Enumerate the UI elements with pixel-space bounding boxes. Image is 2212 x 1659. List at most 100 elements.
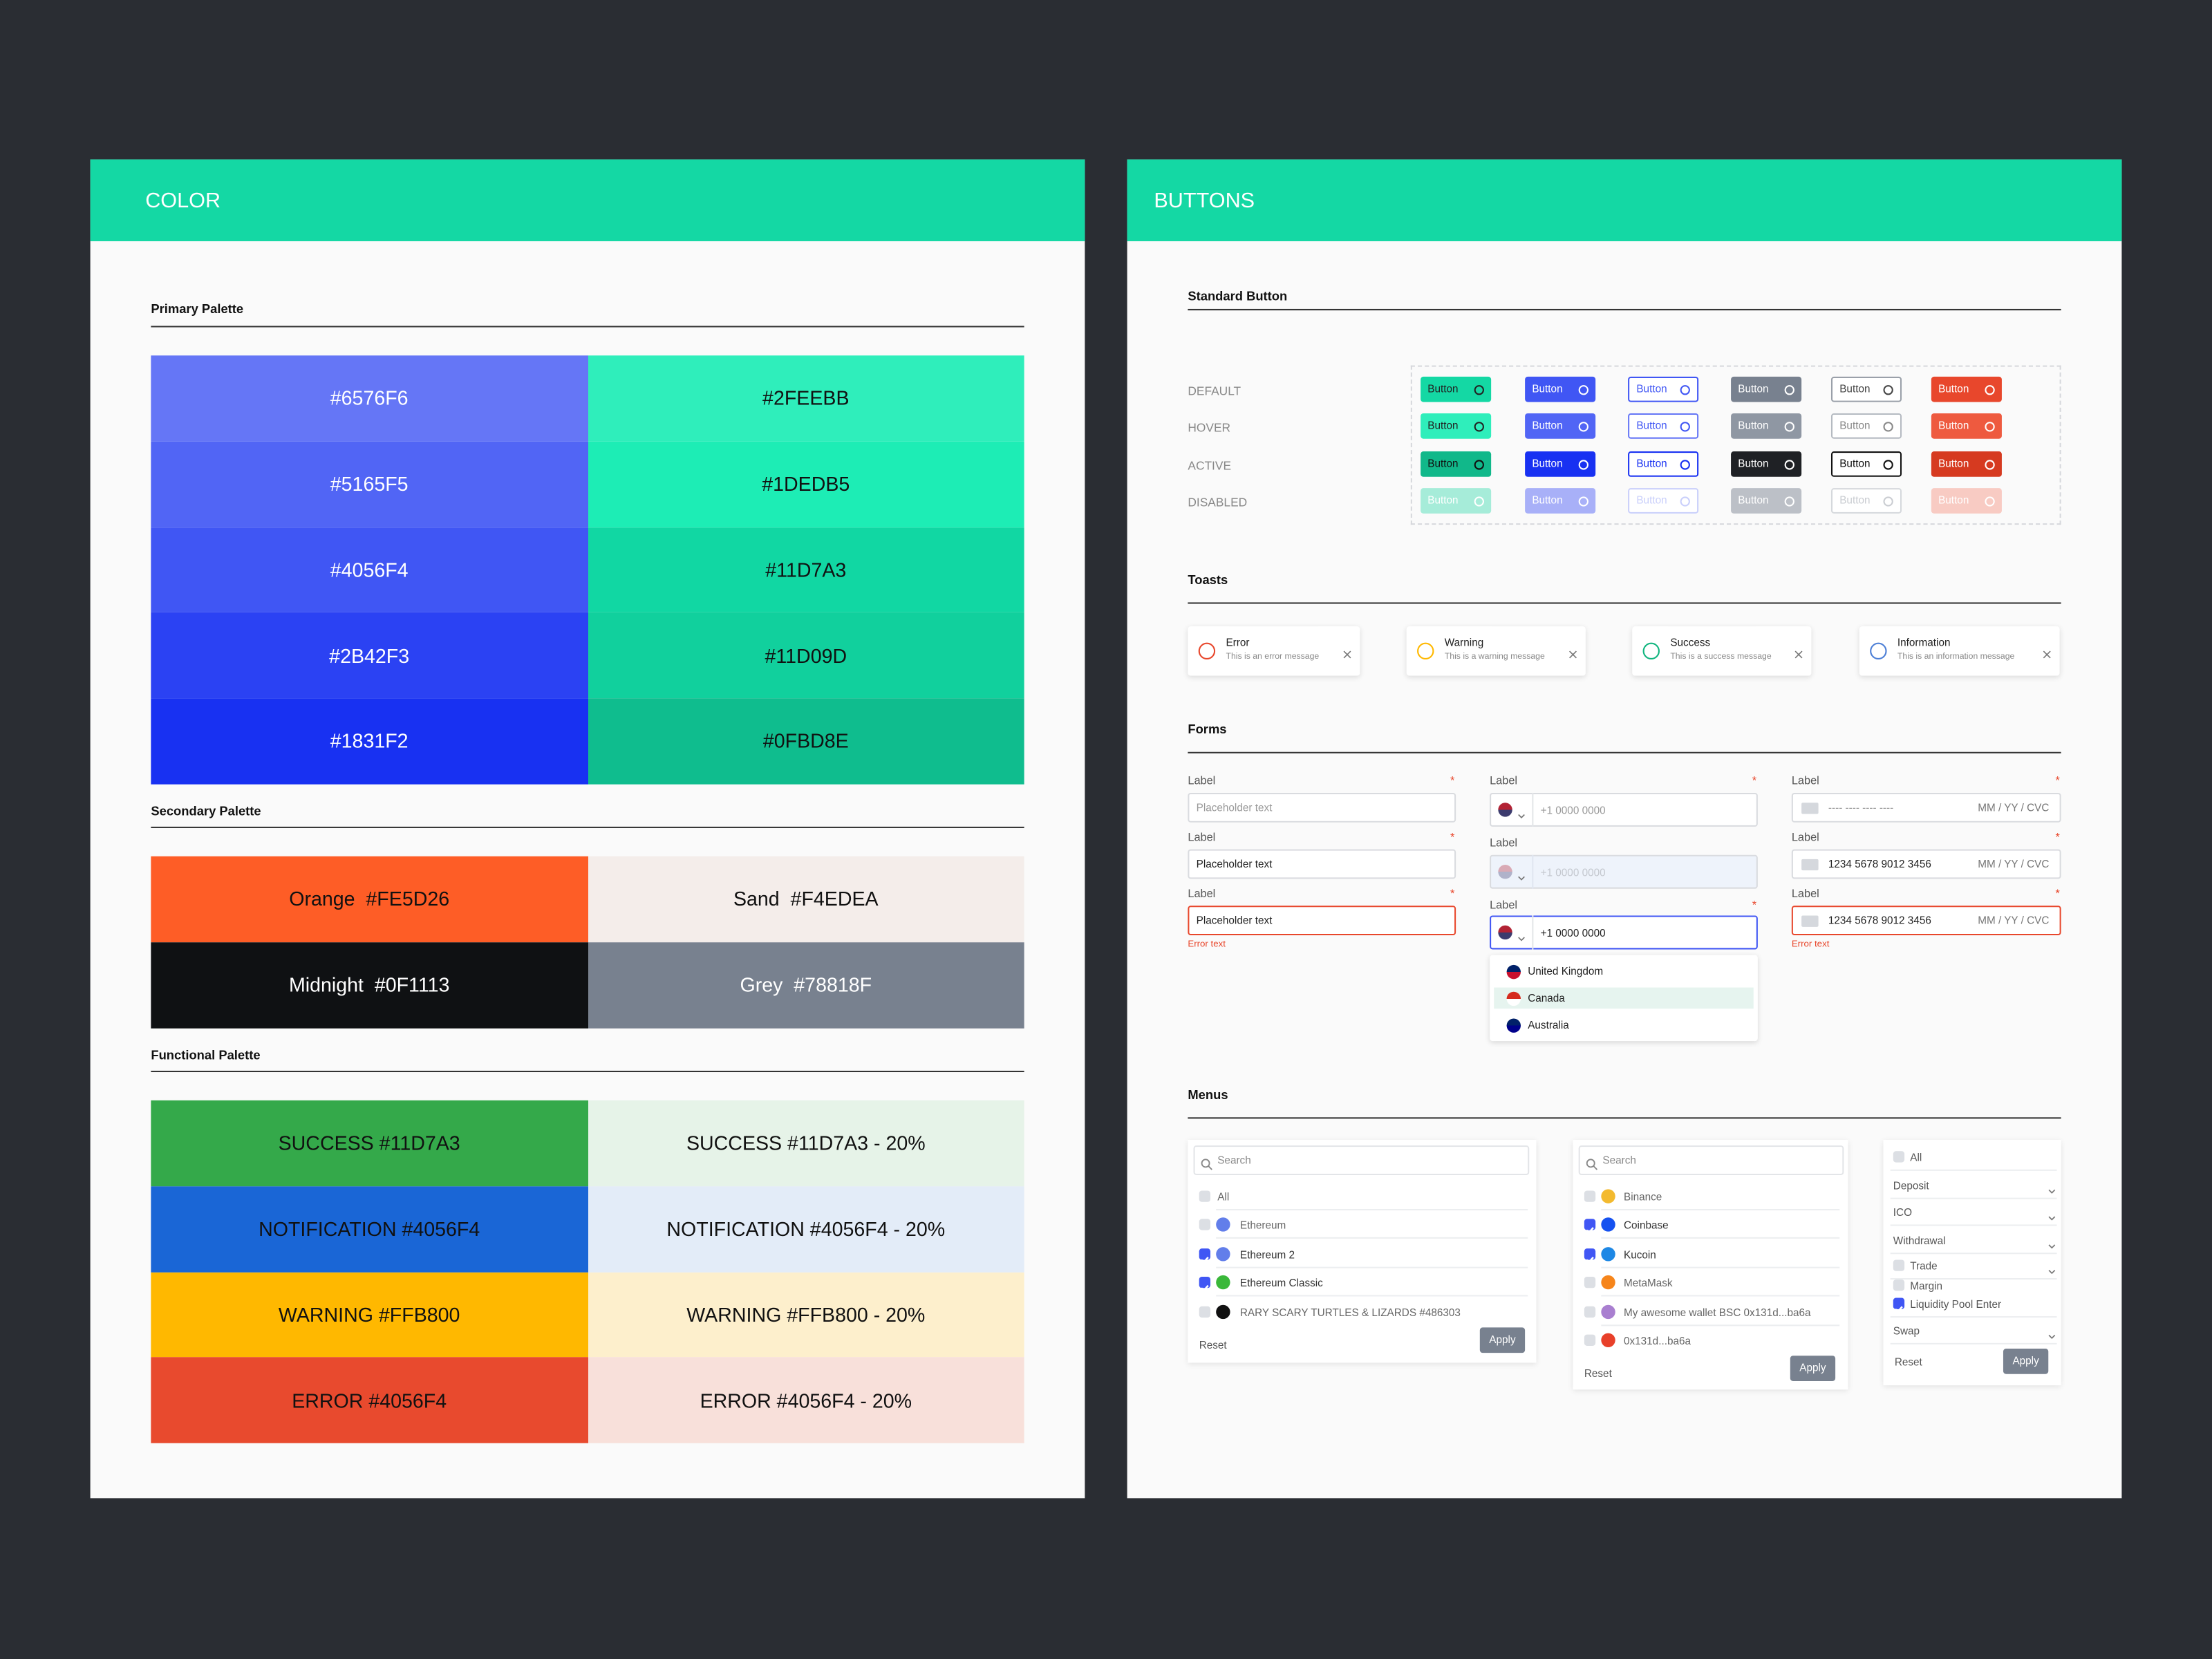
- search-input[interactable]: [1193, 1145, 1530, 1175]
- country-select[interactable]: [1490, 854, 1534, 889]
- input[interactable]: [1791, 792, 2061, 823]
- filter-item[interactable]: All: [1910, 1151, 1922, 1164]
- checkbox[interactable]: [1199, 1219, 1211, 1230]
- button[interactable]: Button: [1931, 488, 2002, 514]
- checkbox[interactable]: [1584, 1248, 1596, 1264]
- button[interactable]: Button: [1628, 376, 1699, 402]
- toast-close[interactable]: [2041, 644, 2052, 659]
- button[interactable]: Button: [1931, 451, 2002, 477]
- apply-button[interactable]: Apply: [1790, 1356, 1836, 1381]
- reset-link[interactable]: Reset: [1894, 1356, 1922, 1369]
- button-icon: [1474, 421, 1484, 431]
- search-icon-svg: [1586, 1159, 1598, 1170]
- filter-item[interactable]: Trade: [1910, 1259, 1938, 1273]
- color-swatch: #1831F2: [151, 698, 588, 785]
- button[interactable]: Button: [1421, 451, 1492, 477]
- menu-item[interactable]: Coinbase: [1623, 1219, 1669, 1232]
- filter-item[interactable]: Swap: [1893, 1324, 1920, 1338]
- toast-close[interactable]: [1567, 644, 1578, 659]
- button-icon: [1578, 459, 1588, 469]
- checkbox[interactable]: [1199, 1276, 1211, 1292]
- checkbox[interactable]: [1893, 1151, 1905, 1163]
- filter-item[interactable]: Margin: [1910, 1280, 1943, 1293]
- filter-item[interactable]: Liquidity Pool Enter: [1910, 1297, 2002, 1311]
- menu-item[interactable]: RARY SCARY TURTLES & LIZARDS #486303: [1239, 1306, 1461, 1320]
- input[interactable]: [1791, 849, 2061, 879]
- button-label: Button: [1938, 494, 1969, 507]
- input[interactable]: [1490, 854, 1758, 889]
- section-heading: Standard Button: [1188, 289, 1288, 303]
- input[interactable]: [1791, 906, 2061, 936]
- button-label: Button: [1938, 419, 1969, 432]
- checkbox[interactable]: [1584, 1219, 1596, 1235]
- apply-button[interactable]: Apply: [2003, 1349, 2049, 1374]
- button-icon: [1883, 384, 1893, 395]
- input[interactable]: [1490, 792, 1758, 827]
- checkbox[interactable]: [1584, 1334, 1596, 1346]
- menu-item[interactable]: My awesome wallet BSC 0x131d...ba6a: [1623, 1306, 1811, 1320]
- filter-item[interactable]: Withdrawal: [1893, 1234, 1946, 1248]
- checkbox[interactable]: [1199, 1306, 1211, 1318]
- filter-item[interactable]: ICO: [1893, 1206, 1913, 1219]
- button[interactable]: Button: [1525, 376, 1596, 402]
- button[interactable]: Button: [1731, 413, 1802, 439]
- reset-link[interactable]: Reset: [1199, 1338, 1227, 1352]
- country-select[interactable]: [1490, 792, 1534, 827]
- button[interactable]: Button: [1525, 451, 1596, 477]
- button[interactable]: Button: [1830, 413, 1902, 439]
- swatch-label: #0FBD8E: [762, 729, 849, 753]
- input[interactable]: [1490, 915, 1758, 950]
- swatch-label: ERROR #4056F4 - 20%: [700, 1389, 912, 1412]
- checkbox[interactable]: [1199, 1190, 1211, 1202]
- menu-divider: [1890, 1224, 2057, 1226]
- button[interactable]: Button: [1931, 376, 2002, 402]
- button[interactable]: Button: [1525, 413, 1596, 439]
- button-label: Button: [1738, 494, 1769, 507]
- toast-close[interactable]: [1793, 644, 1804, 659]
- button[interactable]: Button: [1628, 451, 1699, 477]
- button[interactable]: Button: [1525, 488, 1596, 514]
- checkbox[interactable]: [1584, 1306, 1596, 1318]
- search-input[interactable]: [1578, 1145, 1844, 1175]
- button[interactable]: Button: [1421, 488, 1492, 514]
- checkbox[interactable]: [1584, 1190, 1596, 1202]
- input[interactable]: [1188, 792, 1456, 823]
- menu-item[interactable]: Binance: [1623, 1190, 1662, 1203]
- button[interactable]: Button: [1731, 376, 1802, 402]
- error-text: Error text: [1791, 939, 1830, 950]
- menu-item[interactable]: Ethereum 2: [1239, 1248, 1295, 1262]
- menu-divider: [1890, 1253, 2057, 1255]
- input-text: 1234 5678 9012 3456: [1828, 914, 1931, 927]
- apply-button[interactable]: Apply: [1479, 1327, 1526, 1353]
- button-icon: [1474, 459, 1484, 469]
- menu-item[interactable]: Ethereum: [1239, 1219, 1286, 1232]
- button[interactable]: Button: [1628, 488, 1699, 514]
- button[interactable]: Button: [1421, 413, 1492, 439]
- button[interactable]: Button: [1931, 413, 2002, 439]
- filter-item[interactable]: Deposit: [1893, 1179, 1929, 1192]
- checkbox[interactable]: [1584, 1276, 1596, 1288]
- button[interactable]: Button: [1830, 451, 1902, 477]
- field-label: Label: [1791, 887, 1819, 901]
- checkbox[interactable]: [1893, 1280, 1905, 1291]
- button[interactable]: Button: [1731, 451, 1802, 477]
- button[interactable]: Button: [1628, 413, 1699, 439]
- menu-item[interactable]: 0x131d...ba6a: [1623, 1334, 1691, 1347]
- checkbox[interactable]: [1893, 1297, 1905, 1313]
- checkbox[interactable]: [1199, 1248, 1211, 1264]
- checkbox[interactable]: [1893, 1259, 1905, 1271]
- toast-close[interactable]: [1342, 644, 1353, 659]
- button[interactable]: Button: [1830, 488, 1902, 514]
- country-select[interactable]: [1490, 915, 1534, 950]
- input[interactable]: [1188, 906, 1456, 936]
- button[interactable]: Button: [1830, 376, 1902, 402]
- input[interactable]: [1188, 849, 1456, 879]
- chevron-svg: [2048, 1189, 2056, 1194]
- reset-link[interactable]: Reset: [1584, 1367, 1612, 1380]
- button[interactable]: Button: [1421, 376, 1492, 402]
- menu-item[interactable]: MetaMask: [1623, 1276, 1673, 1290]
- menu-item[interactable]: Kucoin: [1623, 1248, 1656, 1262]
- menu-item[interactable]: Ethereum Classic: [1239, 1276, 1323, 1290]
- button[interactable]: Button: [1731, 488, 1802, 514]
- menu-item[interactable]: All: [1217, 1190, 1230, 1203]
